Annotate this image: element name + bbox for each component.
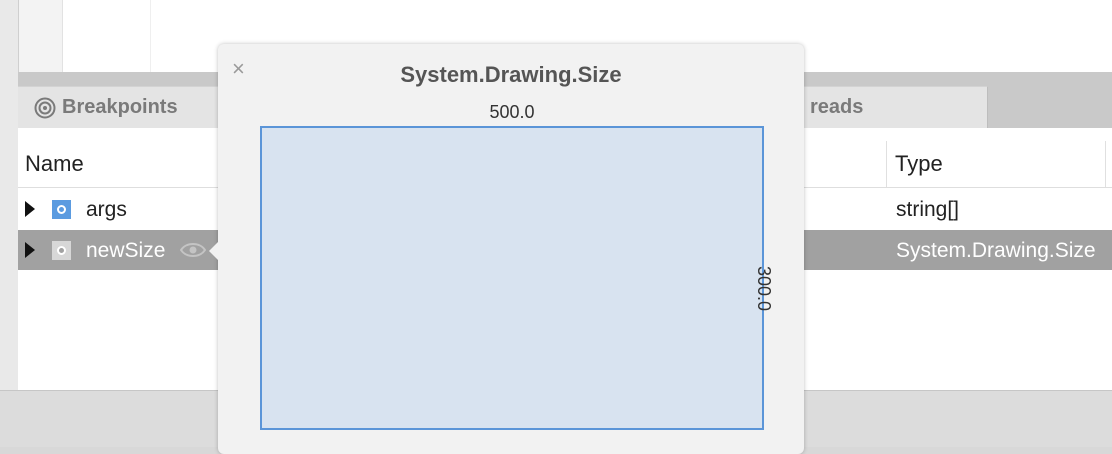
expand-triangle-icon[interactable]: [25, 242, 35, 258]
column-separator[interactable]: [886, 141, 887, 187]
variable-type: System.Drawing.Size: [896, 239, 1096, 262]
variable-type: string[]: [896, 198, 960, 221]
visualize-eye-icon[interactable]: [180, 241, 206, 259]
tab-breakpoints-label: Breakpoints: [62, 96, 178, 118]
expand-triangle-icon[interactable]: [25, 201, 35, 217]
close-icon[interactable]: ×: [232, 56, 245, 81]
field-icon: [52, 241, 71, 260]
visualizer-title: System.Drawing.Size: [400, 62, 622, 87]
tab-threads[interactable]: reads: [788, 86, 988, 128]
breakpoint-target-icon: [34, 97, 56, 119]
editor-gutter: [19, 0, 63, 72]
field-icon: [52, 200, 71, 219]
tab-threads-label: reads: [810, 96, 864, 118]
width-label: 500.0: [489, 102, 535, 122]
variable-name: newSize: [86, 239, 166, 262]
left-dock-strip: [0, 0, 19, 446]
popover-arrow: [209, 241, 219, 261]
variable-name: args: [86, 198, 127, 221]
size-rectangle: [260, 126, 764, 430]
column-separator[interactable]: [1105, 141, 1106, 187]
column-header-type[interactable]: Type: [895, 151, 943, 176]
height-label: 300.0: [754, 266, 774, 312]
size-visualizer-popover: × System.Drawing.Size 500.0 300.0: [209, 44, 804, 454]
editor-margin-line: [150, 0, 151, 72]
column-header-name[interactable]: Name: [25, 151, 84, 176]
